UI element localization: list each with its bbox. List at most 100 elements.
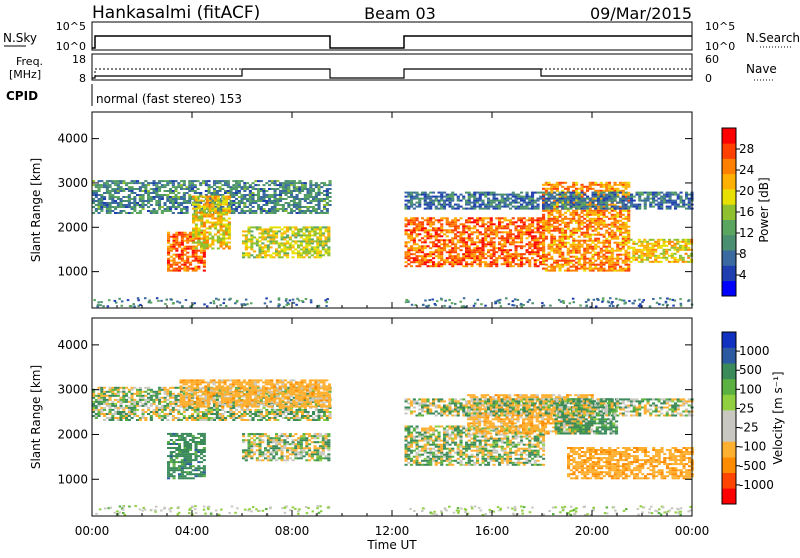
- power-cell: [144, 192, 147, 194]
- power-cell: [531, 202, 534, 204]
- power-cell: [203, 230, 206, 232]
- power-cell: [421, 241, 424, 243]
- power-cell: [451, 229, 454, 231]
- power-cell: [166, 208, 169, 210]
- power-cell: [413, 198, 416, 200]
- power-cell: [285, 192, 288, 194]
- velocity-cell: [109, 405, 112, 407]
- velocity-cell: [98, 409, 101, 411]
- power-cell: [217, 196, 220, 198]
- power-cell: [589, 246, 592, 248]
- power-cell: [195, 204, 198, 206]
- power-cell: [625, 184, 628, 186]
- power-cell: [575, 248, 578, 250]
- power-cell: [512, 253, 515, 255]
- power-cell: [646, 255, 649, 257]
- velocity-cell: [117, 401, 120, 403]
- power-cell: [435, 200, 438, 202]
- power-cell: [405, 196, 408, 198]
- power-cell: [559, 248, 562, 250]
- power-cell: [682, 249, 685, 251]
- power-cell: [462, 239, 465, 241]
- velocity-cell: [128, 407, 131, 409]
- power-cell: [608, 184, 611, 186]
- power-cell: [528, 227, 531, 229]
- velocity-cell: [155, 391, 158, 393]
- power-cell: [660, 257, 663, 259]
- power-cell: [265, 182, 268, 184]
- power-cell: [553, 236, 556, 238]
- power-cell: [230, 188, 233, 190]
- power-cell: [597, 254, 600, 256]
- power-cell: [682, 206, 685, 208]
- power-cell: [509, 223, 512, 225]
- power-cell: [575, 232, 578, 234]
- power-cell: [638, 239, 641, 241]
- power-cell: [460, 223, 463, 225]
- velocity-cell: [111, 387, 114, 389]
- power-cell: [222, 198, 225, 200]
- power-cell: [243, 196, 246, 198]
- power-cell: [314, 234, 317, 236]
- power-cell: [282, 192, 285, 194]
- power-cell: [616, 220, 619, 222]
- power-cell: [583, 204, 586, 206]
- power-cell: [553, 226, 556, 228]
- power-cell: [592, 184, 595, 186]
- power-cell: [136, 182, 139, 184]
- power-cell: [413, 204, 416, 206]
- power-cell: [506, 233, 509, 235]
- power-cell: [583, 232, 586, 234]
- power-cell: [454, 229, 457, 231]
- power-cell: [556, 210, 559, 212]
- power-cell: [208, 192, 211, 194]
- power-cell: [559, 242, 562, 244]
- power-cell: [186, 266, 189, 268]
- power-cell: [468, 198, 471, 200]
- power-cell: [548, 208, 551, 210]
- power-cell: [619, 232, 622, 234]
- power-cell: [668, 241, 671, 243]
- velocity-cell: [164, 399, 167, 401]
- power-cell: [652, 261, 655, 263]
- power-cell: [528, 235, 531, 237]
- power-cell: [451, 206, 454, 208]
- power-cell: [550, 206, 553, 208]
- power-cell: [451, 208, 454, 210]
- power-cell: [246, 186, 249, 188]
- power-cell: [211, 198, 214, 200]
- velocity-cell: [95, 415, 98, 417]
- power-cell: [531, 206, 534, 208]
- power-cell: [191, 186, 194, 188]
- power-cell: [622, 190, 625, 192]
- power-cell: [158, 208, 161, 210]
- power-cell: [680, 196, 683, 198]
- power-cell: [484, 231, 487, 233]
- power-cell: [440, 247, 443, 249]
- power-cell: [567, 204, 570, 206]
- power-cell: [468, 202, 471, 204]
- power-cell: [183, 192, 186, 194]
- velocity-cell: [106, 403, 109, 405]
- power-cell: [638, 299, 641, 301]
- power-cell: [296, 208, 299, 210]
- power-cell: [222, 238, 225, 240]
- power-cell: [512, 243, 515, 245]
- power-cell: [471, 217, 474, 219]
- power-cell: [578, 200, 581, 202]
- power-cell: [131, 188, 134, 190]
- power-cell: [279, 194, 282, 196]
- velocity-cell: [153, 409, 156, 411]
- power-cell: [564, 192, 567, 194]
- power-cell: [125, 196, 128, 198]
- power-cell: [542, 240, 545, 242]
- power-cell: [229, 298, 232, 300]
- power-cell: [449, 253, 452, 255]
- power-cell: [301, 190, 304, 192]
- power-cell: [289, 228, 292, 230]
- velocity-cell: [155, 415, 158, 417]
- power-cell: [493, 263, 496, 265]
- power-cell: [429, 233, 432, 235]
- velocity-cell: [131, 395, 134, 397]
- power-cell: [418, 200, 421, 202]
